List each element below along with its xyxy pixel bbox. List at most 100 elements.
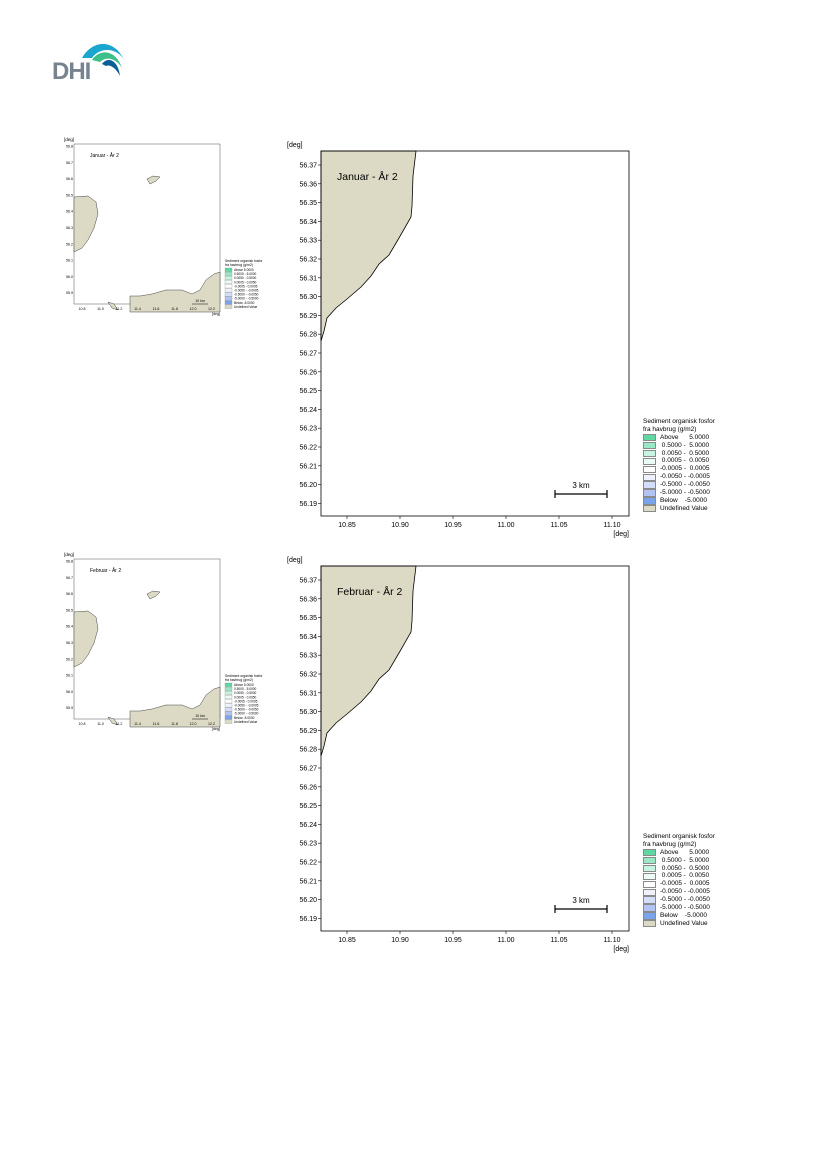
thumb-legend-label: 0.0005 - 0.0050 bbox=[234, 695, 257, 699]
thumb-y-tick-label: 56.6 bbox=[66, 592, 73, 596]
thumb-legend-swatch bbox=[224, 695, 233, 700]
y-tick-label: 56.34 bbox=[299, 219, 317, 226]
y-tick-label: 56.21 bbox=[299, 878, 317, 885]
thumb-legend-swatch bbox=[224, 284, 233, 289]
thumb-legend-title: fra havbrug (g/m2) bbox=[225, 678, 253, 682]
y-tick-label: 56.33 bbox=[299, 238, 317, 245]
thumb-land bbox=[146, 175, 161, 185]
thumb-land bbox=[107, 716, 119, 726]
legend-label: Below -5.0000 bbox=[660, 911, 707, 919]
thumb-land bbox=[129, 271, 221, 313]
y-tick-label: 56.33 bbox=[299, 653, 317, 660]
y-tick-label: 56.26 bbox=[299, 369, 317, 376]
thumb-month-label: Januar - År 2 bbox=[90, 152, 119, 159]
legend-item: -0.0005 - 0.0005 bbox=[643, 465, 743, 473]
thumb-frame bbox=[73, 143, 221, 305]
thumb-x-tick-label: 11.0 bbox=[97, 722, 104, 726]
thumb-land bbox=[129, 686, 221, 728]
thumb-y-unit: [deg] bbox=[64, 552, 74, 557]
thumb-y-tick-label: 56.1 bbox=[66, 259, 73, 263]
thumb-legend-label: -0.5000 - -0.0050 bbox=[234, 293, 259, 297]
thumb-land bbox=[107, 301, 119, 311]
y-tick-label: 56.25 bbox=[299, 388, 317, 395]
legend-label: -5.0000 - -0.5000 bbox=[660, 904, 710, 912]
legend-swatch bbox=[643, 505, 656, 513]
legend-swatch bbox=[643, 465, 656, 473]
thumb-legend-swatch bbox=[224, 300, 233, 305]
thumb-y-tick-label: 56.5 bbox=[66, 608, 73, 612]
thumb-y-tick-label: 56.0 bbox=[66, 275, 73, 279]
x-axis-unit: [deg] bbox=[613, 531, 629, 538]
y-tick-label: 56.37 bbox=[299, 578, 317, 585]
thumb-frame bbox=[73, 558, 221, 720]
y-tick-label: 56.27 bbox=[299, 766, 317, 773]
y-tick-label: 56.36 bbox=[299, 596, 317, 603]
legend-swatch bbox=[643, 888, 656, 896]
thumb-x-tick-label: 12.0 bbox=[190, 722, 197, 726]
thumb-x-tick-label: 10.8 bbox=[79, 307, 86, 311]
legend-label: Undefined Value bbox=[660, 919, 708, 927]
y-tick-label: 56.19 bbox=[299, 501, 317, 508]
y-tick-label: 56.26 bbox=[299, 784, 317, 791]
map-frame bbox=[320, 150, 630, 517]
thumb-y-tick-label: 56.2 bbox=[66, 242, 73, 246]
thumb-legend-label: Below -5.0000 bbox=[234, 301, 255, 305]
thumb-legend-swatch bbox=[224, 267, 233, 272]
y-tick-label: 56.22 bbox=[299, 860, 317, 867]
scale-bar-label: 3 km bbox=[572, 896, 590, 905]
y-tick-label: 56.31 bbox=[299, 275, 317, 282]
thumb-y-tick-label: 56.4 bbox=[66, 625, 73, 629]
thumb-legend-label: -0.0050 - -0.0005 bbox=[234, 289, 259, 293]
y-tick-label: 56.32 bbox=[299, 672, 317, 679]
legend-label: -0.0050 - -0.0005 bbox=[660, 473, 710, 481]
thumb-y-tick-label: 56.6 bbox=[66, 177, 73, 181]
y-tick-label: 56.25 bbox=[299, 803, 317, 810]
thumb-x-tick-label: 11.2 bbox=[116, 722, 123, 726]
x-tick-label: 11.10 bbox=[604, 522, 621, 529]
thumb-y-tick-label: 56.8 bbox=[66, 560, 73, 564]
thumb-legend-swatch bbox=[224, 691, 233, 695]
y-tick-label: 56.30 bbox=[299, 294, 317, 301]
thumb-x-tick-label: 11.4 bbox=[134, 307, 141, 311]
x-tick-label: 10.90 bbox=[391, 937, 409, 944]
legend-item: 0.0050 - 0.5000 bbox=[643, 450, 743, 458]
thumb-y-tick-label: 56.7 bbox=[66, 161, 73, 165]
legend-swatch bbox=[643, 442, 656, 450]
thumb-legend-label: Above 5.0000 bbox=[234, 683, 254, 687]
thumb-legend-label: 0.5000 - 5.0000 bbox=[234, 272, 257, 276]
thumb-x-tick-label: 11.2 bbox=[116, 307, 123, 311]
thumb-y-tick-label: 56.3 bbox=[66, 641, 73, 645]
thumb-x-tick-label: 12.2 bbox=[208, 307, 215, 311]
thumb-x-tick-label: 12.0 bbox=[190, 307, 197, 311]
legend-item: -5.0000 - -0.5000 bbox=[643, 489, 743, 497]
thumb-legend-label: Above 5.0000 bbox=[234, 268, 254, 272]
x-tick-label: 10.85 bbox=[338, 937, 356, 944]
y-tick-label: 56.19 bbox=[299, 916, 317, 923]
thumb-land bbox=[73, 195, 99, 253]
legend-swatch bbox=[643, 849, 656, 857]
thumb-legend-swatch bbox=[224, 271, 233, 276]
legend-januar: Sediment organisk fosfor fra havbrug (g/… bbox=[643, 418, 743, 513]
legend-label: 0.0050 - 0.5000 bbox=[660, 864, 710, 872]
thumb-x-unit: [deg] bbox=[212, 727, 220, 731]
y-tick-label: 56.20 bbox=[299, 482, 317, 489]
legend-item: Undefined Value bbox=[643, 505, 743, 513]
thumb-legend-title: Sediment organisk fosfor bbox=[225, 259, 263, 263]
y-tick-label: 56.27 bbox=[299, 351, 317, 358]
x-tick-label: 10.85 bbox=[338, 522, 356, 529]
legend-item: -0.5000 - -0.0050 bbox=[643, 896, 743, 904]
y-tick-label: 56.36 bbox=[299, 181, 317, 188]
thumb-legend-swatch bbox=[224, 296, 233, 301]
dhi-logo-waves-icon bbox=[82, 44, 124, 76]
x-tick-label: 11.10 bbox=[604, 937, 621, 944]
thumb-legend-swatch bbox=[224, 707, 233, 712]
thumb-y-tick-label: 56.7 bbox=[66, 576, 73, 580]
thumb-legend-label: 0.0050 - 0.5000 bbox=[234, 276, 257, 280]
y-axis-unit: [deg] bbox=[287, 557, 303, 564]
legend-swatch bbox=[643, 857, 656, 865]
y-tick-label: 56.32 bbox=[299, 257, 317, 264]
thumb-legend-label: 0.5000 - 5.0000 bbox=[234, 687, 257, 691]
thumb-legend-label: Undefined Value bbox=[234, 720, 258, 724]
legend-item: Below -5.0000 bbox=[643, 912, 743, 920]
thumb-legend-swatch bbox=[224, 711, 233, 716]
